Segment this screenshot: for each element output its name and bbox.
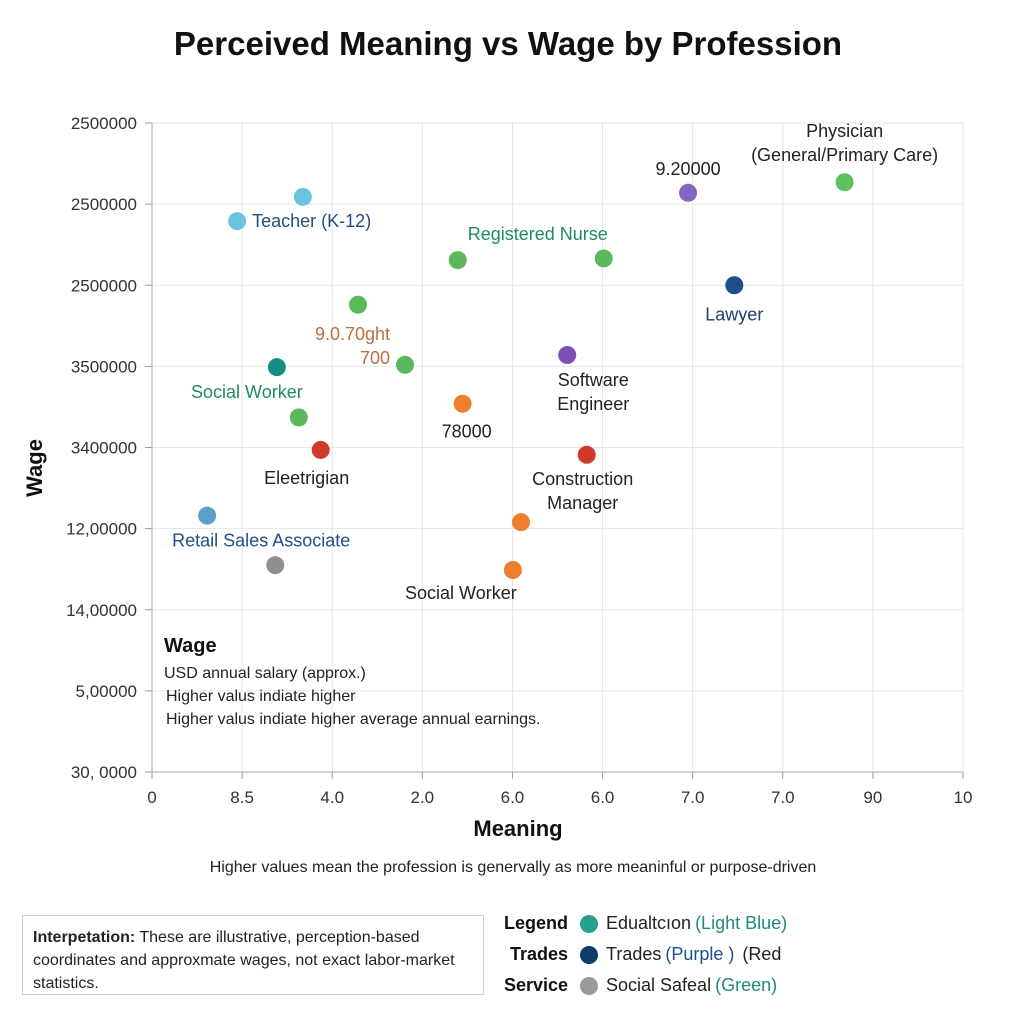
data-label: 9.0.70ght [315,324,390,344]
data-label: 700 [360,348,390,368]
data-label: Physician [806,121,883,141]
legend-heading: Trades [509,944,568,964]
y-tick-label: 2500000 [71,195,137,214]
y-tick-label: 2500000 [71,276,137,295]
data-label: Social Worker [405,583,517,603]
y-axis-label: Wage [22,439,47,497]
data-label: Social Worker [191,382,303,402]
data-label: 78000 [442,422,492,442]
y-tick-label: 14,00000 [66,601,137,620]
data-label: Construction [532,469,633,489]
axis-ticks: 0 8.5 4.0 2.0 6.0 6.0 7.0 7.0 90 10 30, 0000 5,0000… [66,114,972,807]
data-point [267,358,286,377]
x-tick-label: 6.0 [591,788,615,807]
data-point [289,408,308,427]
legend-dot-icon [580,945,598,964]
data-label: (General/Primary Care) [751,145,938,165]
legend-heading: Service [503,975,568,995]
legend: Legend Edualtcıon (Light Blue) Trades Tr… [498,908,787,1001]
legend-color-name: (Green) [715,975,778,995]
x-tick-label: 7.0 [771,788,795,807]
x-tick-label: 7.0 [681,788,705,807]
data-point [198,506,217,525]
y-tick-label: 3400000 [71,439,137,458]
legend-heading: Legend [503,913,568,933]
legend-label: Edualtcıon [606,913,692,933]
y-tick-label: 5,00000 [76,682,137,701]
interpretation-text: These are illustrative, perception-based… [33,929,455,992]
legend-label: Trades [606,944,662,964]
interpretation-box: Interpetation: These are illustrative, p… [22,915,484,995]
data-point [577,445,596,464]
data-point [594,249,613,268]
legend-dot-icon [580,914,598,933]
data-point [558,346,577,365]
x-tick-label: 4.0 [320,788,344,807]
data-point [512,513,531,532]
x-axis-label: Meaning [473,816,562,841]
annotation-title: Wage [164,635,217,657]
data-label: Manager [547,493,618,513]
annotation-line: USD annual salary (approx.) [164,665,366,682]
y-tick-label: 3500000 [71,357,137,376]
data-label: Software [558,370,629,390]
interpretation-label: Interpetation: [33,929,136,946]
annotation-line: Higher valus indiate higher average annu… [166,711,540,728]
data-point [396,355,415,374]
annotation-line: Higher valus indiate higher [166,688,356,705]
x-tick-label: 0 [147,788,156,807]
data-label: Teacher (K-12) [252,211,371,231]
data-label: Lawyer [705,304,763,324]
data-point [835,173,854,192]
chart-title: Perceived Meaning vs Wage by Profession [174,25,842,62]
y-tick-label: 12,00000 [66,520,137,539]
data-point [503,560,522,579]
data-point [266,556,285,575]
x-tick-label: 10 [954,788,973,807]
y-tick-label: 2500000 [71,114,137,133]
data-label: Eleetrigian [264,468,349,488]
data-label: Engineer [557,394,629,414]
legend-color-name: (Light Blue) [695,913,788,933]
x-axis-subtitle: Higher values mean the profession is gen… [210,859,817,876]
data-label: Registered Nurse [468,224,608,244]
legend-item-service: Service Social Safeal (Green) [498,970,787,1001]
legend-item-trades: Trades Trades (Purple ) (Red [498,939,787,970]
wage-annotation: Wage USD annual salary (approx.) Higher … [164,635,540,728]
x-tick-label: 8.5 [230,788,254,807]
data-point [448,251,467,270]
data-point [311,440,330,459]
y-tick-label: 30, 0000 [71,763,137,782]
data-label: Retail Sales Associate [172,531,350,551]
x-tick-label: 6.0 [501,788,525,807]
data-point [679,183,698,202]
data-label: 9.20000 [656,159,721,179]
data-points: Teacher (K-12) Registered Nurse 9.0.70ght 7… [172,121,938,603]
legend-dot-icon [580,976,598,995]
data-point [725,276,744,295]
legend-extra: (Red [742,944,782,964]
data-point [293,187,312,206]
x-tick-label: 2.0 [411,788,435,807]
data-point [228,212,247,231]
legend-item-education: Legend Edualtcıon (Light Blue) [498,908,787,939]
data-point [453,394,472,413]
data-point [348,295,367,314]
x-tick-label: 90 [863,788,882,807]
legend-color-name: (Purple ) [665,944,735,964]
legend-label: Social Safeal [606,975,712,995]
